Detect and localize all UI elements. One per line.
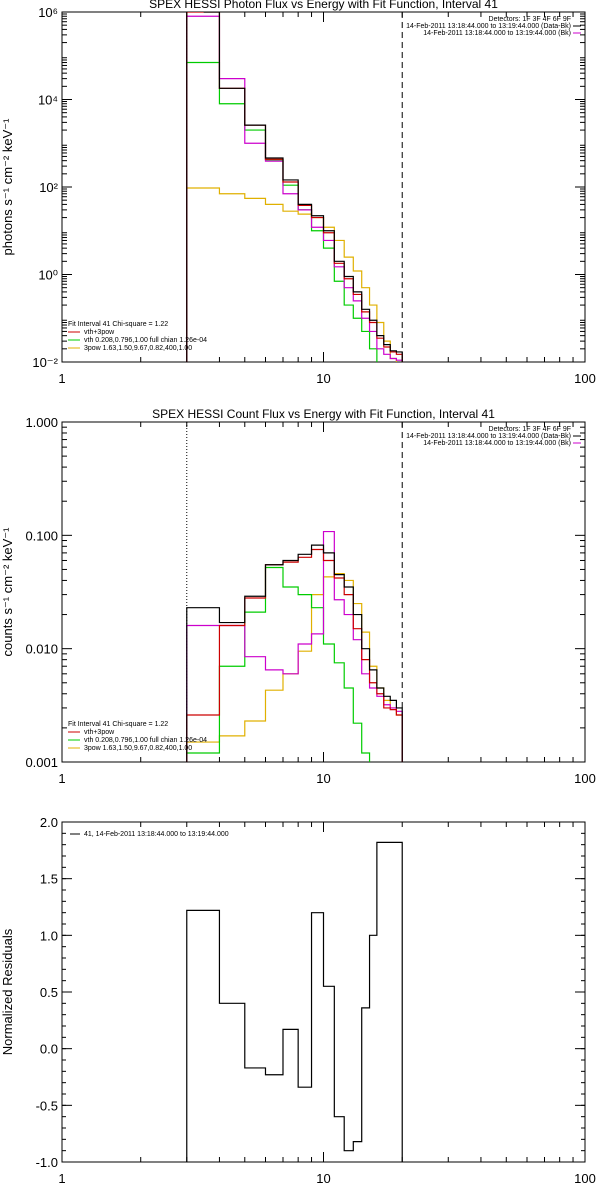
y-tick-label: 10⁴ [38,93,58,108]
x-tick-label: 1 [58,1171,65,1186]
chart-title: SPEX HESSI Photon Flux vs Energy with Fi… [149,0,498,11]
legend-text: 14-Feb-2011 13:18:44.000 to 13:19:44.000… [406,433,571,440]
series-line-2 [186,566,403,762]
series-line-3 [186,187,403,362]
chart-panel-1: 1 10 100 10⁻² 10⁰ 10² 10⁴ 10⁶ SPEX HESSI Photon … [0,0,596,386]
x-tick-label: 100 [574,771,596,786]
x-tick-label: 10 [316,371,330,386]
series-line-0 [186,841,403,1162]
y-tick-label: 10⁰ [38,268,58,283]
legend-text: 14-Feb-2011 13:18:44.000 to 13:19:44.000… [423,440,571,447]
y-tick-label: 1.0 [40,928,58,943]
fit-legend-text: 3pow 1.63,1.50,9.67,0.82,400,1.00 [84,345,192,352]
x-tick-label: 100 [574,1171,596,1186]
series-line-0 [186,12,403,362]
legend-text: Detectors: 1F 3F 4F 6F 9F [489,16,571,23]
x-tick-label: 100 [574,371,596,386]
fit-legend-text: 3pow 1.63,1.50,9.67,0.82,400,1.00 [84,745,192,752]
fit-legend-text: vth 0.208,0.796,1.00 full chian 1.26e-04 [84,337,207,344]
y-axis-label: photons s⁻¹ cm⁻² keV⁻¹ [0,118,15,256]
y-tick-label: 10⁻² [32,355,58,370]
series-line-1 [186,548,403,762]
y-tick-label: 10² [39,180,58,195]
y-tick-label: 0.100 [25,528,58,543]
chart-title: SPEX HESSI Count Flux vs Energy with Fit… [152,407,495,421]
y-tick-label: 2.0 [40,815,58,830]
y-axis-label: Normalized Residuals [0,928,15,1055]
y-tick-label: -1.0 [36,1155,58,1170]
legend-text: 14-Feb-2011 13:18:44.000 to 13:19:44.000… [423,30,571,37]
y-tick-label: 0.010 [25,642,58,657]
series-line-4 [186,530,403,762]
x-tick-label: 10 [316,1171,330,1186]
y-tick-label: 0.001 [25,755,58,770]
y-tick-label: 0.0 [40,1042,58,1057]
y-tick-label: 1.000 [25,415,58,430]
series-line-3 [186,572,403,762]
y-axis-label: counts s⁻¹ cm⁻² keV⁻¹ [0,527,15,657]
x-tick-label: 1 [58,771,65,786]
legend-text: 41, 14-Feb-2011 13:18:44.000 to 13:19:44… [84,831,229,838]
series-line-0 [186,544,403,762]
fit-legend-text: vth 0.208,0.796,1.00 full chian 1.26e-04 [84,737,207,744]
x-tick-label: 1 [58,371,65,386]
fit-legend-header: Fit Interval 41 Chi-square = 1.22 [68,321,168,328]
fit-legend-text: vth+3pow [84,329,115,336]
chart-panel-2: 1 10 100 0.001 0.010 0.100 1.000 SPEX HESSI Cou… [0,407,596,786]
fit-legend-text: vth+3pow [84,729,115,736]
fit-legend-header: Fit Interval 41 Chi-square = 1.22 [68,721,168,728]
legend-text: 14-Feb-2011 13:18:44.000 to 13:19:44.000… [406,23,571,30]
legend-text: Detectors: 1F 3F 4F 6F 9F [489,426,571,433]
chart-panel-3: 1 10 100 -1.0 -0.5 0.0 0.5 1.0 1.5 2.0 Normalized … [0,815,596,1186]
y-tick-label: 0.5 [40,985,58,1000]
y-tick-label: -0.5 [36,1098,58,1113]
y-tick-label: 1.5 [40,872,58,887]
x-tick-label: 10 [316,771,330,786]
y-tick-label: 10⁶ [38,5,58,20]
